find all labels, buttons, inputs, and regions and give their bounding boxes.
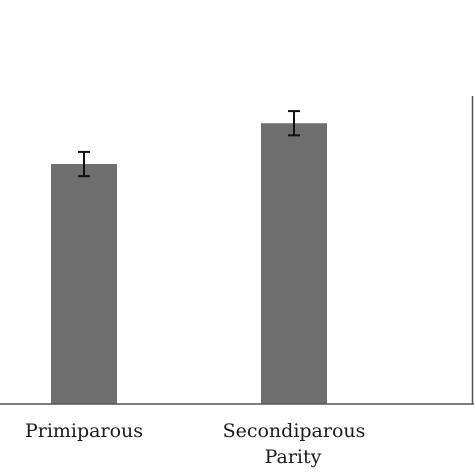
error-bar-2	[288, 110, 300, 137]
error-bar-1	[78, 150, 90, 178]
x-tick-label-1: Primiparous	[25, 420, 143, 442]
x-tick-label-2: Secondiparous	[223, 420, 366, 442]
bars-layer	[51, 123, 327, 404]
bar-2	[261, 123, 327, 404]
x-axis-title: Parity	[265, 446, 322, 468]
x-tick-labels: PrimiparousSecondiparousMu	[25, 420, 366, 442]
bar-1	[51, 164, 117, 404]
error-bars-layer	[78, 110, 300, 178]
